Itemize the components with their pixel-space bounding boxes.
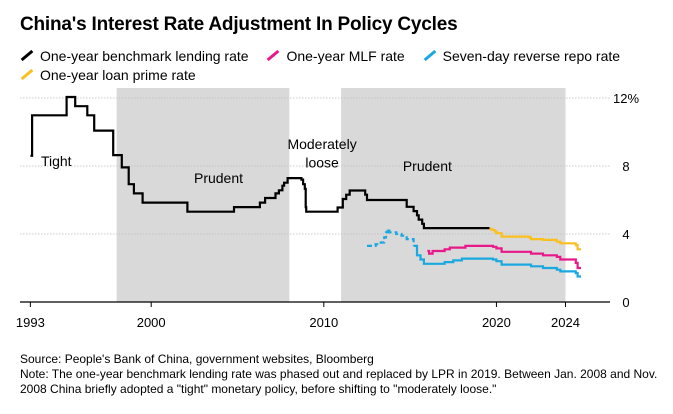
y-tick-label: 0 bbox=[622, 295, 629, 310]
series-line-repo bbox=[413, 244, 581, 278]
legend-item-mlf: One-year MLF rate bbox=[266, 48, 405, 64]
annotation: Tight bbox=[41, 153, 72, 169]
series-line-repo-dashed bbox=[367, 227, 415, 247]
x-tick-label: 2010 bbox=[309, 315, 338, 330]
legend-item-lpr: One-year loan prime rate bbox=[20, 67, 196, 83]
methodology-note: Note: The one-year benchmark lending rat… bbox=[20, 367, 658, 396]
series-line-benchmark bbox=[30, 95, 490, 230]
series-line-lpr bbox=[489, 227, 581, 251]
x-tick-label: 2000 bbox=[137, 315, 166, 330]
source-note: Source: People's Bank of China, governme… bbox=[20, 352, 374, 366]
x-tick-label: 2020 bbox=[482, 315, 511, 330]
legend-label-mlf: One-year MLF rate bbox=[286, 48, 405, 64]
legend-item-repo: Seven-day reverse repo rate bbox=[423, 48, 620, 64]
annotation: Prudent bbox=[403, 158, 452, 174]
legend-row-1: One-year benchmark lending rate One-year… bbox=[20, 48, 634, 64]
x-tick-label: 1993 bbox=[16, 315, 45, 330]
legend-row-2: One-year loan prime rate bbox=[20, 67, 210, 83]
y-tick-label: 4 bbox=[622, 227, 629, 242]
shaded-period-1 bbox=[341, 88, 566, 302]
legend-label-lpr: One-year loan prime rate bbox=[40, 67, 196, 83]
legend-label-repo: Seven-day reverse repo rate bbox=[442, 48, 621, 64]
series-line-mlf bbox=[427, 244, 581, 270]
chart-plot: 0 4 8 12% 1993 2000 2010 2020 2024 Tight Prudent Mo… bbox=[16, 88, 639, 330]
chart-title: China's Interest Rate Adjustment In Poli… bbox=[20, 14, 458, 35]
annotation: Prudent bbox=[194, 170, 243, 186]
x-tick-label: 2024 bbox=[551, 315, 580, 330]
footer: Source: People's Bank of China, governme… bbox=[20, 352, 660, 397]
y-tick-label: 12% bbox=[613, 91, 639, 106]
shaded-period-0 bbox=[116, 88, 290, 302]
legend-label-benchmark: One-year benchmark lending rate bbox=[40, 48, 249, 64]
annotation: Moderately bbox=[287, 136, 356, 152]
annotation: loose bbox=[305, 155, 339, 171]
legend-item-benchmark: One-year benchmark lending rate bbox=[20, 48, 249, 64]
y-tick-label: 8 bbox=[622, 159, 629, 174]
